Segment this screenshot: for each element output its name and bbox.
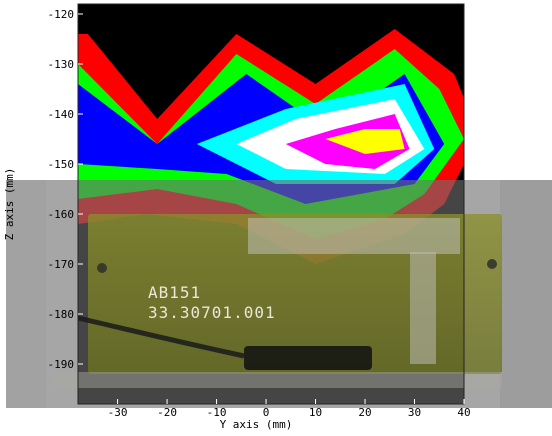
x-axis-ticks: -30 -20 -10 0 10 20 30 40 <box>108 399 471 419</box>
y-tick-label: -180 <box>48 308 75 321</box>
x-tick-label: -10 <box>207 406 227 419</box>
x-tick-label: 30 <box>408 406 421 419</box>
board-label-line1: AB151 <box>148 283 201 302</box>
metal-strip-vertical <box>410 252 436 364</box>
x-tick-label: 40 <box>457 406 470 419</box>
y-tick-label: -120 <box>48 8 75 21</box>
mount-hole-right <box>487 259 497 269</box>
x-tick-label: 20 <box>358 406 371 419</box>
metal-strip <box>248 218 460 254</box>
bottom-rail <box>54 372 502 388</box>
x-tick-label: 10 <box>309 406 322 419</box>
board-label-line2: 33.30701.001 <box>148 303 276 322</box>
x-tick-label: -30 <box>108 406 128 419</box>
y-tick-label: -190 <box>48 358 75 371</box>
x-axis-label: Y axis (mm) <box>220 418 293 431</box>
x-tick-label: -20 <box>157 406 177 419</box>
y-tick-label: -150 <box>48 158 75 171</box>
y-axis-label: Z axis (mm) <box>3 168 16 241</box>
x-tick-label: 0 <box>263 406 270 419</box>
pcb-connector <box>244 346 372 370</box>
contour-level-6 <box>325 129 405 154</box>
y-tick-label: -130 <box>48 58 75 71</box>
y-axis-ticks: -120 -130 -140 -150 -160 -170 -180 -190 <box>48 8 83 371</box>
board-photo-overlay: AB151 33.30701.001 <box>6 180 552 408</box>
y-tick-label: -160 <box>48 208 75 221</box>
y-tick-label: -140 <box>48 108 75 121</box>
plot-frame <box>77 3 465 405</box>
mount-hole-left <box>97 263 107 273</box>
pcb-cable <box>77 315 245 359</box>
y-tick-label: -170 <box>48 258 75 271</box>
